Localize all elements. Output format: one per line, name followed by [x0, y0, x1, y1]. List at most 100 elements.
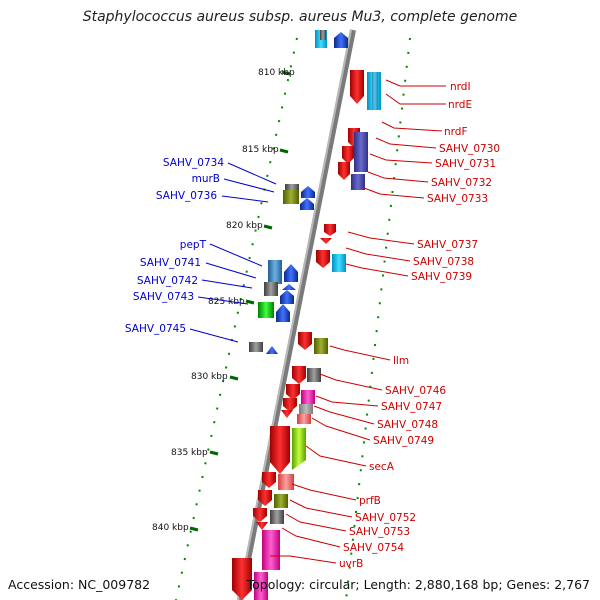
gene-label-SAHV_0732: SAHV_0732	[431, 177, 492, 189]
gene-label-SAHV_0731: SAHV_0731	[435, 158, 496, 170]
gene-label-secA: secA	[369, 461, 395, 473]
leader-line	[289, 499, 353, 518]
gene-label-SAHV_0752: SAHV_0752	[355, 512, 416, 524]
gene-arrow	[282, 284, 296, 290]
scale-label: 830 kbp	[191, 372, 228, 382]
top-features	[315, 30, 348, 48]
gene-feature	[351, 174, 365, 190]
gene-arrow	[324, 224, 336, 236]
leader-line	[313, 405, 375, 425]
gene-label-murB: murB	[192, 173, 220, 185]
leader-line	[385, 79, 446, 87]
leader-line	[201, 279, 253, 289]
gene-feature	[332, 254, 346, 272]
forward-label-leaders	[189, 162, 277, 343]
reverse-gene-labels: nrdI nrdE nrdF SAHV_0730 SAHV_0731 SAHV_…	[339, 81, 500, 570]
gene-arrow	[300, 198, 314, 210]
gene-arrow	[301, 186, 315, 198]
gene-feature	[262, 530, 280, 570]
gene-arrow	[232, 558, 252, 600]
gene-feature	[297, 414, 311, 424]
gene-arrow	[350, 70, 364, 104]
gene-feature	[354, 132, 368, 172]
gene-label-SAHV_0753: SAHV_0753	[349, 526, 410, 538]
gene-feature	[299, 404, 313, 414]
gene-feature	[264, 282, 278, 296]
leader-line	[363, 187, 425, 199]
gene-arrow	[266, 346, 278, 354]
forward-strand-features	[249, 184, 315, 354]
gene-label-SAHV_0742: SAHV_0742	[137, 275, 198, 287]
forward-gene-labels: SAHV_0734 murB SAHV_0736 pepT SAHV_0741 …	[125, 157, 224, 335]
leader-line	[227, 162, 277, 185]
gene-arrow	[298, 332, 312, 350]
scale-tick	[209, 450, 219, 456]
leader-line	[381, 121, 443, 132]
gene-feature	[314, 338, 328, 354]
gene-arrow	[281, 410, 293, 418]
gene-label-SAHV_0747: SAHV_0747	[381, 401, 442, 413]
gene-arrow	[292, 366, 306, 384]
scale-tick	[229, 375, 239, 381]
gene-label-SAHV_0748: SAHV_0748	[377, 419, 438, 431]
scale-tick	[245, 299, 255, 305]
gene-label-SAHV_0734: SAHV_0734	[163, 157, 224, 169]
gene-feature	[285, 184, 299, 194]
leader-line	[345, 263, 409, 277]
reverse-label-leaders	[270, 79, 446, 564]
leader-line	[197, 296, 249, 305]
gene-label-SAHV_0733: SAHV_0733	[427, 193, 488, 205]
gene-feature	[278, 474, 294, 490]
gene-label-SAHV_0749: SAHV_0749	[373, 435, 434, 447]
gene-label-nrdI: nrdI	[450, 81, 471, 93]
leader-line	[369, 153, 433, 164]
gene-label-SAHV_0745: SAHV_0745	[125, 323, 186, 335]
gene-arrow	[320, 238, 332, 244]
gene-label-SAHV_0737: SAHV_0737	[417, 239, 478, 251]
scale-tick	[189, 526, 199, 532]
scale-label: 815 kbp	[242, 145, 279, 155]
scale-label: 825 kbp	[208, 297, 245, 307]
leader-line	[270, 555, 337, 564]
gene-arrow	[270, 426, 290, 474]
gene-feature	[268, 260, 282, 284]
genome-summary: Topology: circular; Length: 2,880,168 bp…	[246, 577, 590, 592]
gene-label-SAHV_0754: SAHV_0754	[343, 542, 404, 554]
gene-feature	[274, 494, 288, 508]
gene-arrow	[342, 146, 354, 164]
scale-tick	[279, 148, 289, 154]
gene-arrow	[334, 32, 348, 48]
leader-line	[375, 137, 437, 149]
leader-line	[285, 513, 347, 532]
gene-arrow	[316, 250, 330, 268]
leader-line	[189, 328, 239, 343]
leader-line	[347, 231, 415, 245]
gene-arrow	[284, 264, 298, 282]
gene-label-SAHV_0746: SAHV_0746	[385, 385, 446, 397]
gene-label-SAHV_0741: SAHV_0741	[140, 257, 201, 269]
gene-label-SAHV_0738: SAHV_0738	[413, 256, 474, 268]
leader-line	[209, 243, 263, 267]
gene-label-nrdE: nrdE	[448, 99, 472, 111]
accession-label: Accession: NC_009782	[8, 577, 151, 592]
genome-backbone-highlight	[237, 29, 352, 600]
leader-line	[205, 262, 257, 279]
gene-arrow	[258, 490, 272, 506]
gene-label-SAHV_0730: SAHV_0730	[439, 143, 500, 155]
leader-line	[367, 171, 429, 183]
gene-label-SAHV_0743: SAHV_0743	[133, 291, 194, 303]
scale-tick	[281, 70, 291, 76]
gene-label-prfB: prfB	[359, 495, 381, 507]
scale-label: 810 kbp	[258, 68, 295, 78]
gene-arrow	[338, 162, 350, 180]
leader-line	[329, 345, 391, 361]
gene-arrow	[286, 384, 300, 400]
gene-arrow	[283, 398, 297, 412]
gene-feature	[254, 572, 268, 600]
map-title: Staphylococcus aureus subsp. aureus Mu3,…	[82, 9, 518, 25]
genome-backbone	[237, 29, 356, 600]
gene-feature	[249, 342, 263, 352]
gene-arrow	[276, 304, 290, 322]
gene-label-SAHV_0739: SAHV_0739	[411, 271, 472, 283]
